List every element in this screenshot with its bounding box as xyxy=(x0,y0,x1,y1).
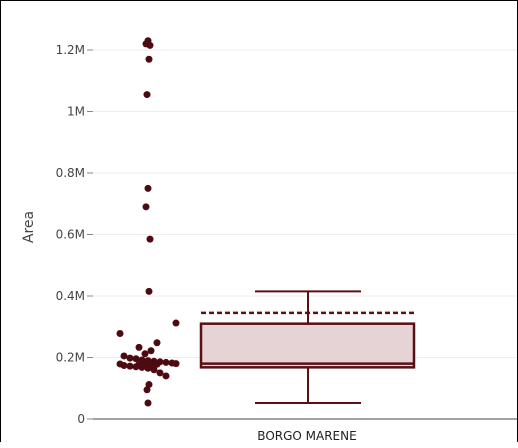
data-point xyxy=(116,330,124,338)
data-point xyxy=(126,362,134,370)
data-point xyxy=(172,360,180,368)
data-point xyxy=(142,203,150,211)
gridlines xyxy=(93,49,517,420)
iqr-box xyxy=(199,322,416,369)
data-point xyxy=(153,360,161,368)
data-point xyxy=(120,352,128,360)
data-point xyxy=(153,339,161,347)
outlier-points xyxy=(116,37,180,407)
data-point xyxy=(143,91,151,99)
data-point xyxy=(146,41,154,49)
data-point xyxy=(162,358,170,366)
y-tick-label: 0 xyxy=(77,412,85,426)
y-tick-label: 0.2M xyxy=(56,351,85,365)
data-point xyxy=(143,386,151,394)
data-point xyxy=(135,343,143,351)
data-point xyxy=(145,287,153,295)
data-point xyxy=(132,363,140,371)
data-point xyxy=(172,319,180,327)
data-point xyxy=(147,347,155,355)
x-category-label: BORGO MARENE xyxy=(257,429,356,443)
y-tick-label: 0.8M xyxy=(56,166,85,180)
data-point xyxy=(156,369,164,377)
data-point xyxy=(145,55,153,63)
box-series xyxy=(199,290,416,405)
data-point xyxy=(162,372,170,380)
data-point xyxy=(132,355,140,363)
data-point xyxy=(144,184,152,192)
data-point xyxy=(138,363,146,371)
y-tick-label: 1.2M xyxy=(56,43,85,57)
data-point xyxy=(144,399,152,407)
y-tick-label: 0.4M xyxy=(56,289,85,303)
y-axis-label: Area xyxy=(21,211,37,243)
data-point xyxy=(120,361,128,369)
y-tick-label: 0.6M xyxy=(56,228,85,242)
data-point xyxy=(146,235,154,243)
data-point xyxy=(141,350,149,358)
data-point xyxy=(144,364,152,372)
data-point xyxy=(126,354,134,362)
y-axis-ticks: 0 0.2M 0.4M 0.6M 0.8M 1M 1.2M xyxy=(56,43,93,426)
data-point xyxy=(150,366,158,374)
y-tick-label: 1M xyxy=(67,105,85,119)
